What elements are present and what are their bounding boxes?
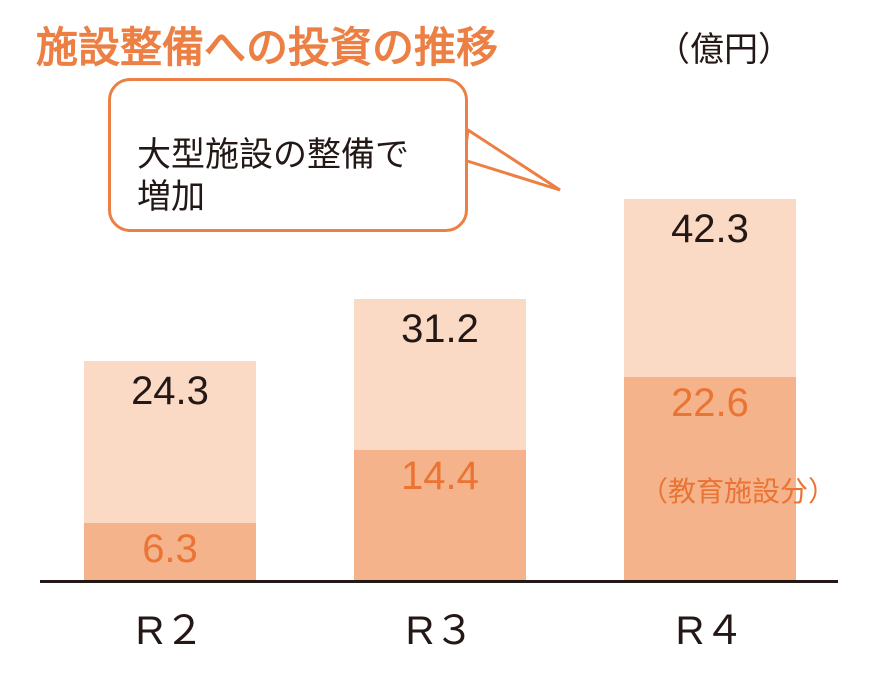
bar-total-label-0: 24.3 [100,369,240,414]
x-axis [40,580,838,583]
category-label-2: R４ [630,598,790,656]
unit-label: （億円） [656,22,792,71]
bar-total-label-2: 42.3 [640,207,780,252]
category-label-1: R３ [360,598,520,656]
callout-bubble: 大型施設の整備で 増加 [108,78,468,232]
chart-title: 施設整備への投資の推移 [36,14,498,75]
bar-inner-label-2: 22.6 [640,381,780,426]
bar-total-label-1: 31.2 [370,307,510,352]
category-label-0: R２ [90,598,250,656]
bar-inner-label-0: 6.3 [100,527,240,572]
chart-root: 施設整備への投資の推移 （億円） 大型施設の整備で 増加 24.3 6.3 R２… [0,0,873,693]
bar-inner-label-1: 14.4 [370,454,510,499]
callout-text: 大型施設の整備で 増加 [137,136,409,217]
inner-series-note: （教育施設分） [640,470,836,510]
callout-tail-poly [464,130,560,190]
